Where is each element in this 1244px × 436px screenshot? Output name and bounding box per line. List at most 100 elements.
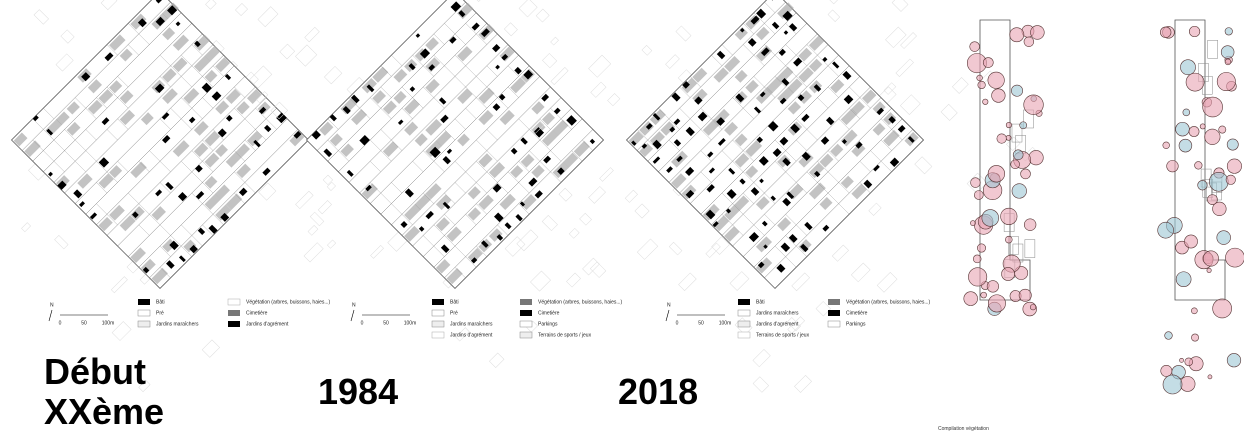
- tree: [1180, 60, 1195, 75]
- map-context: [827, 0, 840, 4]
- map-context: [112, 322, 131, 341]
- map-context: [327, 182, 335, 190]
- map-context: [676, 26, 691, 41]
- map-context: [202, 340, 219, 357]
- legend-swatch: [738, 321, 750, 327]
- legend-label: Cimetière: [538, 310, 560, 316]
- map-context: [877, 272, 897, 292]
- map-context: [61, 30, 74, 43]
- tree: [982, 210, 999, 227]
- map-context: [828, 10, 840, 22]
- scale-label: 50: [81, 320, 87, 326]
- caption: Compilation végétation: [938, 426, 989, 432]
- scale-label: 100m: [404, 320, 417, 326]
- scale-label: 100m: [102, 320, 115, 326]
- tree: [1163, 142, 1170, 149]
- plan: [964, 20, 1044, 316]
- tree: [1213, 299, 1232, 318]
- tree: [1225, 28, 1232, 35]
- north-arrow: [351, 310, 354, 321]
- scale-label: 50: [698, 320, 704, 326]
- map-context: [206, 0, 217, 9]
- scale-label: 50: [383, 320, 389, 326]
- tree: [970, 221, 975, 226]
- tree: [983, 99, 988, 104]
- tree: [1024, 219, 1036, 231]
- map-context: [625, 190, 637, 202]
- map-context: [669, 242, 682, 255]
- legend-label: Jardins maraîchers: [756, 310, 799, 316]
- map-area: [627, 0, 924, 288]
- legend-label: Bâti: [450, 299, 459, 305]
- legend-label: Jardins maraîchers: [156, 321, 199, 327]
- legend-label: Cimetière: [846, 310, 868, 316]
- map-context: [753, 377, 769, 393]
- tree: [992, 89, 1006, 103]
- tree: [988, 72, 1004, 88]
- map-context: [896, 59, 914, 77]
- tree: [1019, 289, 1031, 301]
- tree: [1020, 122, 1027, 129]
- tree: [1189, 126, 1199, 136]
- map-context: [318, 201, 331, 214]
- figure: N 0 50 100m Bâti Pré Jardins maraîchers Végétat…: [0, 0, 1244, 436]
- map-context: [310, 212, 324, 226]
- tree: [1227, 139, 1238, 150]
- map-context: [517, 230, 538, 251]
- map-context: [915, 157, 932, 174]
- tree: [1200, 124, 1205, 129]
- map-context: [305, 27, 320, 42]
- map-context: [642, 45, 652, 55]
- north-label: N: [352, 302, 356, 308]
- map-context: [280, 44, 295, 59]
- scale-label: 0: [361, 320, 364, 326]
- tree: [1227, 353, 1241, 367]
- tree: [1021, 169, 1031, 179]
- legend-swatch: [138, 321, 150, 327]
- legend-label: Parkings: [846, 321, 866, 327]
- map-context: [569, 228, 579, 238]
- tree: [1167, 160, 1179, 172]
- tree: [1207, 268, 1211, 272]
- tree: [1203, 97, 1223, 117]
- map-context: [295, 45, 316, 66]
- tree: [1005, 236, 1012, 243]
- tree: [978, 81, 986, 89]
- map-context: [519, 0, 537, 17]
- tree: [1180, 358, 1184, 362]
- map-context: [608, 93, 620, 105]
- map-context: [884, 83, 896, 95]
- map-context: [473, 0, 489, 2]
- legend-swatch: [520, 310, 532, 316]
- legend-label: Végétation (arbres, buissons, haies...): [246, 299, 331, 305]
- tree: [968, 268, 986, 286]
- tree: [1186, 73, 1204, 91]
- tree: [1161, 365, 1172, 376]
- plan-building: [1025, 240, 1035, 258]
- legend-label: Jardins d'agrément: [450, 332, 493, 338]
- tree: [983, 58, 993, 68]
- map-context: [542, 53, 556, 67]
- legend-swatch: [228, 310, 240, 316]
- tree: [971, 178, 981, 188]
- plan: [1158, 20, 1244, 394]
- legend-swatch: [828, 310, 840, 316]
- legend-swatch: [520, 321, 532, 327]
- tree: [1030, 304, 1036, 310]
- legend-label: Pré: [450, 310, 458, 316]
- map-context: [559, 188, 572, 201]
- map-context: [258, 7, 278, 27]
- map-context: [323, 175, 333, 185]
- tree: [1180, 376, 1195, 391]
- scale-label: 0: [59, 320, 62, 326]
- map-context: [371, 245, 384, 258]
- tree: [1013, 150, 1023, 160]
- tree: [1024, 95, 1044, 115]
- tree: [1179, 139, 1192, 152]
- legend-label: Jardins maraîchers: [450, 321, 493, 327]
- legend-label: Végétation (arbres, buissons, haies...): [538, 299, 623, 305]
- map-area: [12, 0, 309, 288]
- legend-label: Cimetière: [246, 310, 268, 316]
- tree: [977, 244, 985, 252]
- map-context: [296, 191, 314, 209]
